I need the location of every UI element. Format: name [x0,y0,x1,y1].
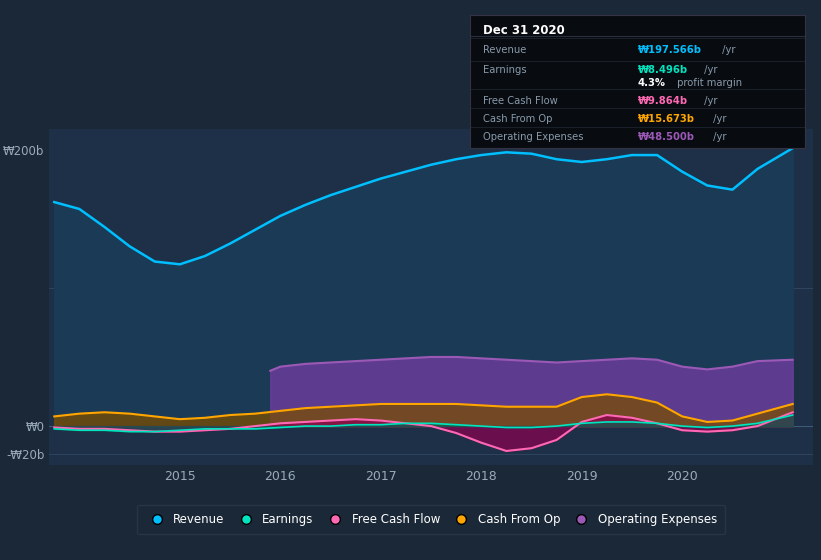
Legend: Revenue, Earnings, Free Cash Flow, Cash From Op, Operating Expenses: Revenue, Earnings, Free Cash Flow, Cash … [136,505,726,534]
Text: /yr: /yr [719,45,736,55]
Text: 4.3%: 4.3% [637,78,666,88]
Text: ₩48.500b: ₩48.500b [637,132,695,142]
Text: /yr: /yr [701,65,718,75]
Text: profit margin: profit margin [674,78,742,88]
Text: ₩197.566b: ₩197.566b [637,45,701,55]
Text: Revenue: Revenue [484,45,527,55]
Text: /yr: /yr [710,132,727,142]
Text: ₩15.673b: ₩15.673b [637,114,695,124]
Text: ₩9.864b: ₩9.864b [637,96,688,106]
Text: Operating Expenses: Operating Expenses [484,132,584,142]
Text: /yr: /yr [701,96,718,106]
Text: Cash From Op: Cash From Op [484,114,553,124]
Text: /yr: /yr [710,114,727,124]
Text: Dec 31 2020: Dec 31 2020 [484,24,565,38]
Text: ₩8.496b: ₩8.496b [637,65,688,75]
Text: Earnings: Earnings [484,65,527,75]
Text: Free Cash Flow: Free Cash Flow [484,96,558,106]
